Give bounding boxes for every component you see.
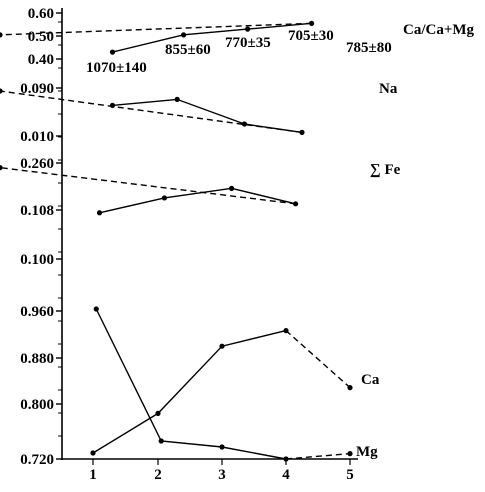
data-point xyxy=(0,88,3,94)
series-line xyxy=(92,329,287,454)
data-point xyxy=(241,121,247,127)
annotation-label: 785±80 xyxy=(346,40,392,56)
series-line-dashed xyxy=(285,452,351,460)
annotation-label: 855±60 xyxy=(165,42,211,58)
series-label: ∑ Fe xyxy=(370,162,401,178)
series-line-dashed xyxy=(0,166,296,205)
data-point xyxy=(155,410,161,416)
data-point xyxy=(109,102,116,108)
y-tick-label: 0.800 xyxy=(20,397,54,413)
data-point xyxy=(347,451,353,457)
y-tick-label: 0.090 xyxy=(20,81,54,97)
y-tick-label: 0.108 xyxy=(20,203,54,219)
data-point xyxy=(347,385,353,391)
annotation-label: 1070±140 xyxy=(86,60,147,76)
series-label: Na xyxy=(379,81,398,97)
y-tick-label: 0.100 xyxy=(20,252,54,268)
x-tick-label: 4 xyxy=(282,467,290,483)
data-point xyxy=(90,450,96,456)
annotation-label: 770±35 xyxy=(225,35,271,51)
y-tick-label: 0.960 xyxy=(20,304,54,320)
data-point xyxy=(309,20,315,26)
y-tick-label: 0.40 xyxy=(28,52,54,68)
data-point xyxy=(181,32,187,38)
series-line-dashed xyxy=(285,330,351,389)
series-label: Mg xyxy=(356,444,378,460)
data-point xyxy=(161,195,167,201)
data-point xyxy=(158,438,164,444)
series-line xyxy=(99,187,296,214)
annotation-label: 705±30 xyxy=(288,28,334,44)
series-line xyxy=(112,98,303,134)
y-tick-label: 0.260 xyxy=(20,156,54,172)
y-tick-label: 0.720 xyxy=(20,452,54,468)
y-tick-label: 0.60 xyxy=(28,6,54,22)
data-point xyxy=(219,343,225,349)
series-line-dashed xyxy=(0,90,303,134)
series-line xyxy=(95,308,287,460)
data-point xyxy=(109,49,116,55)
data-point xyxy=(283,328,289,334)
data-point xyxy=(293,201,299,207)
data-point xyxy=(245,26,251,32)
series-line xyxy=(112,22,312,53)
data-point xyxy=(229,185,235,191)
series-line-dashed xyxy=(0,22,312,36)
x-tick-label: 3 xyxy=(218,467,226,483)
data-point xyxy=(219,444,225,450)
y-tick-label: 0.010 xyxy=(20,129,54,145)
data-point xyxy=(174,96,180,102)
x-tick-label: 2 xyxy=(154,467,162,483)
data-point xyxy=(96,210,103,216)
y-tick-label: 0.50 xyxy=(28,29,54,45)
data-point xyxy=(299,129,305,135)
x-tick-label: 5 xyxy=(346,467,354,483)
data-point xyxy=(0,165,3,171)
x-tick-label: 1 xyxy=(89,467,97,483)
y-tick-label: 0.880 xyxy=(20,351,54,367)
series-label: Ca xyxy=(361,372,380,388)
series-label: Ca/Ca+Mg xyxy=(403,22,475,38)
data-point xyxy=(93,306,99,312)
data-point xyxy=(0,32,3,38)
